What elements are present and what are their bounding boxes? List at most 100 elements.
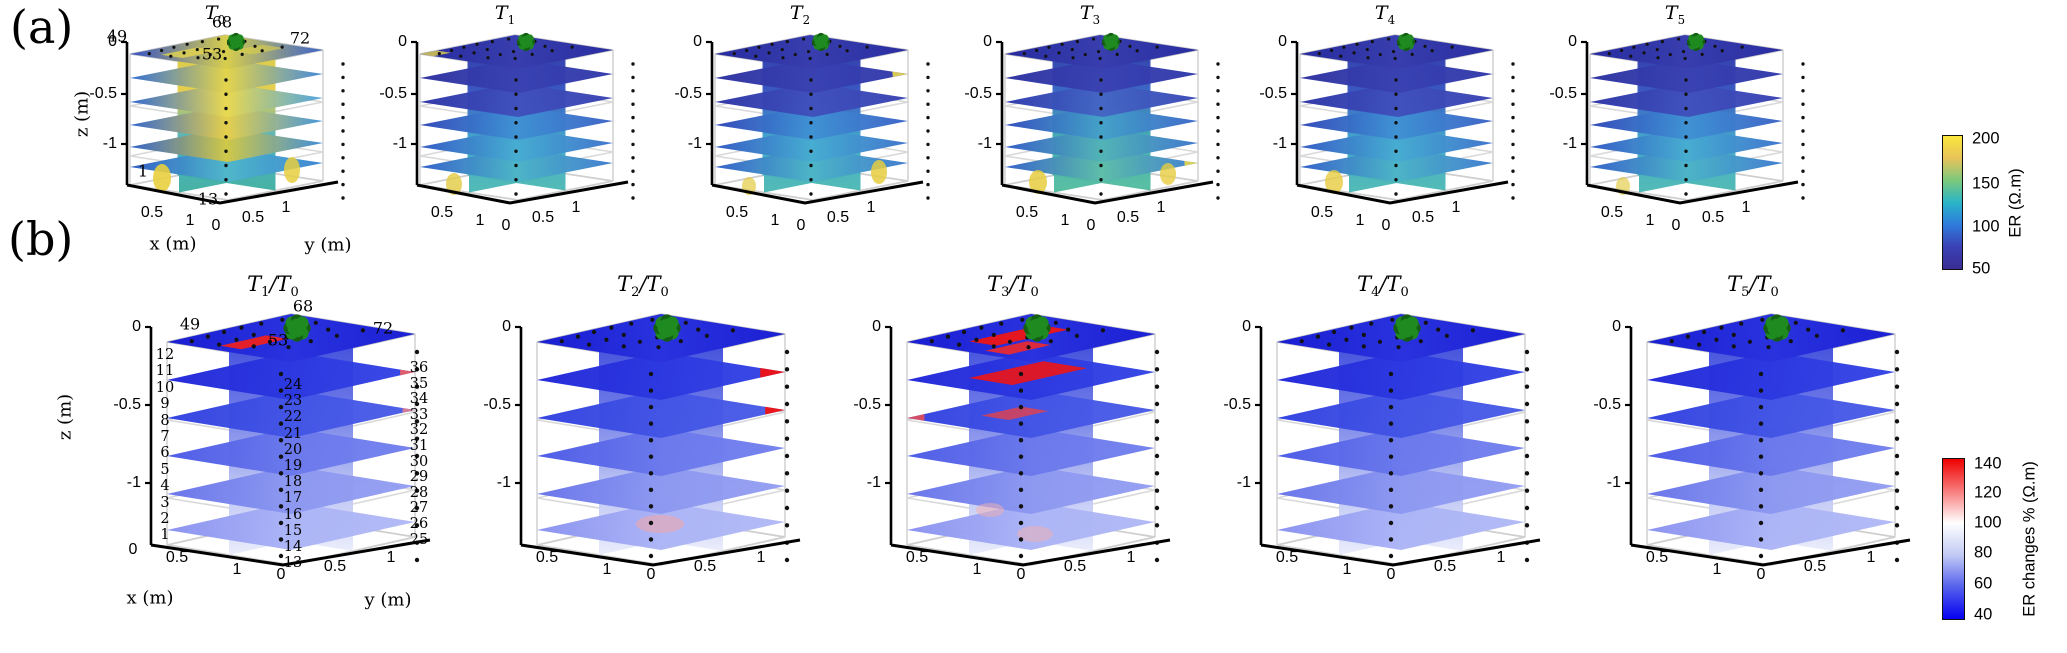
borehole-electrode-number: 14 (283, 539, 303, 555)
y-tick-label: 1 (281, 199, 291, 216)
z-tick-label: 0 (872, 318, 881, 335)
y-tick-label: 1 (1126, 549, 1136, 566)
surface-electrode-number: 53 (201, 44, 223, 64)
x-tick-label: 1 (1060, 212, 1070, 229)
z-tick-label: -1 (1236, 474, 1251, 491)
slice-planes (167, 352, 415, 550)
axis-spines (1291, 40, 1509, 205)
borehole-electrode-number: 21 (283, 425, 303, 442)
borehole-electrode-number: 15 (283, 522, 303, 539)
z-tick-label: 0 (1612, 318, 1621, 335)
z-tick-label: 0 (132, 318, 141, 335)
colorbar-er: 200 150 100 50 ER (Ω.m) (1942, 130, 2067, 277)
y-tick-label: 0 (1086, 217, 1096, 234)
electrode-dots (1317, 37, 1515, 200)
x-tick-label: 1 (770, 212, 780, 229)
borehole-electrode-number: 6 (160, 445, 170, 462)
plot-3d-axes (1581, 32, 1805, 205)
z-tick-label: -0.5 (1549, 85, 1577, 102)
slice-planes (907, 352, 1155, 550)
slice-planes (1300, 59, 1493, 182)
borehole-electrode-number: 34 (409, 391, 429, 408)
electrode-dots (559, 317, 790, 563)
slice-planes (420, 59, 613, 182)
z-tick-label: 0 (1278, 33, 1287, 50)
borehole-electrode-number: 19 (283, 458, 303, 474)
y-tick-label: 0 (1016, 566, 1026, 583)
z-tick-label: 0 (693, 33, 702, 50)
panel-title: T5 (1664, 2, 1686, 27)
z-tick-label: -0.5 (113, 396, 141, 413)
x-tick-label: 1 (185, 212, 195, 229)
colorbar-tick-label: 150 (1972, 174, 2000, 193)
z-tick-label: -0.5 (1259, 85, 1287, 102)
panel-title: T4 (1374, 2, 1396, 27)
plot-3d-axes (1291, 32, 1515, 205)
plot-3d-axes (145, 313, 431, 567)
plot-3d-axes (996, 32, 1220, 205)
panel-T4: T4 0 -0.5 -1 0.5 1 0 0.5 1 (1240, 2, 1530, 258)
y-tick-label: 0.5 (1116, 209, 1140, 226)
panel-T0: T0 0 -0.5 -1 0.5 1 0 0.5 1 x (m) y (m) z (m) 49 68 72 5… (70, 2, 360, 258)
slice-planes (1005, 59, 1198, 182)
axis-spines (1255, 325, 1541, 567)
panel-T1: T1 0 -0.5 -1 0.5 1 0 0.5 1 (360, 2, 650, 258)
y-tick-label: 0 (276, 566, 286, 583)
plot-3d-axes (121, 32, 345, 205)
surface-electrode-number: 49 (179, 314, 201, 334)
borehole-electrode-number: 25 (409, 531, 429, 548)
borehole-electrode-number: 5 (160, 461, 170, 478)
plant-marker (1101, 32, 1121, 52)
panel-T3T0: T3/T0 0 -0.5 -1 0.5 1 0 0.5 1 (825, 262, 1205, 642)
slice-planes (1277, 352, 1525, 550)
borehole-electrode-number: 32 (409, 422, 429, 439)
z-tick-label: -1 (977, 135, 992, 152)
x-tick-label: 0.5 (430, 204, 454, 221)
colorbar-tick-label: 80 (1974, 543, 1993, 562)
y-tick-label: 0 (1671, 217, 1681, 234)
x-tick-label: 0.5 (1645, 549, 1669, 566)
plant-marker (1393, 314, 1421, 342)
surface-electrode-number: 72 (372, 318, 394, 338)
panel-title: T2 (789, 2, 811, 27)
z-tick-label: -1 (687, 135, 702, 152)
z-tick-label: -1 (1606, 474, 1621, 491)
z-tick-label: -1 (1272, 135, 1287, 152)
plot-3d-axes (885, 313, 1171, 567)
anomaly-accents (907, 361, 1087, 421)
y-tick-label: 0 (1756, 566, 1766, 583)
borehole-electrode-number: 28 (409, 484, 429, 501)
x-tick-label: 0.5 (1275, 549, 1299, 566)
panel-title: T2/T0 (617, 272, 669, 301)
corner-electrode-number: 13 (197, 189, 219, 209)
borehole-electrode-number: 22 (283, 409, 303, 426)
y-tick-label: 1 (1451, 199, 1461, 216)
z-tick-label: -1 (866, 474, 881, 491)
y-tick-label: 0 (1381, 217, 1391, 234)
axis-spines (1581, 40, 1799, 205)
electrode-dots (1022, 37, 1220, 200)
x-axis-label: x (m) (149, 233, 197, 255)
electrode-dots (189, 317, 420, 563)
surface-electrode-number: 68 (211, 12, 233, 32)
surface-accents (1029, 163, 1176, 194)
anomaly-accents (1184, 160, 1198, 166)
z-tick-label: -1 (392, 135, 407, 152)
z-tick-label: -0.5 (89, 85, 117, 102)
z-tick-label: -0.5 (1223, 396, 1251, 413)
panel-T1T0: T1/T0 0 -0.5 -1 0 0.5 1 0 0.5 1 x (m) y (m) z (m) 49 6… (55, 262, 465, 642)
plant-marker (1023, 314, 1051, 342)
x-tick-label: 1 (1712, 561, 1722, 578)
borehole-electrode-number: 16 (283, 506, 303, 523)
slice-planes (1647, 352, 1895, 550)
borehole-electrode-number: 30 (409, 453, 429, 470)
axis-spines (706, 40, 924, 205)
colorbar-tick-label: 200 (1972, 129, 2000, 148)
y-tick-label: 0 (211, 217, 221, 234)
borehole-electrode-number: 10 (155, 379, 175, 396)
y-axis-label: y (m) (364, 589, 412, 611)
borehole-electrode-number: 4 (160, 478, 170, 495)
axis-spines (121, 40, 339, 205)
z-tick-label: -0.5 (1593, 396, 1621, 413)
y-tick-label: 0.5 (1803, 558, 1827, 575)
